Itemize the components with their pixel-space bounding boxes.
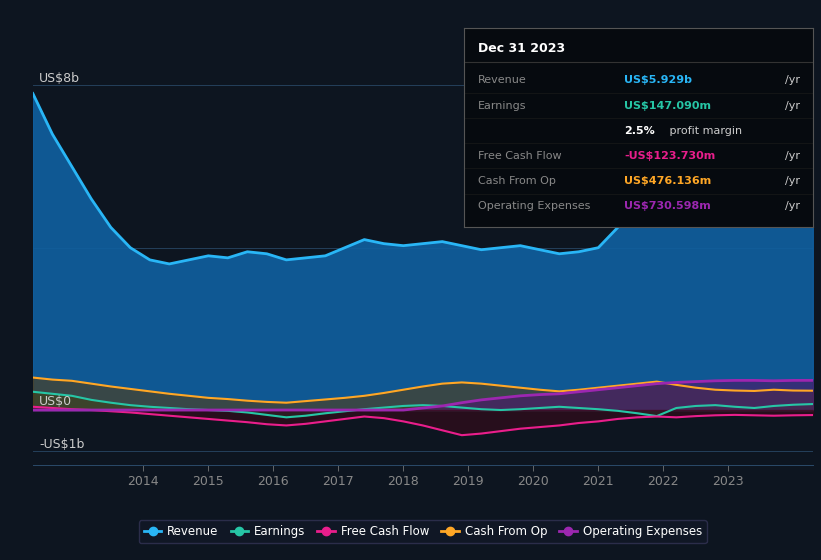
Text: US$476.136m: US$476.136m [624,176,712,186]
Text: US$730.598m: US$730.598m [624,201,711,211]
Text: /yr: /yr [785,201,800,211]
Text: Free Cash Flow: Free Cash Flow [478,151,562,161]
Text: profit margin: profit margin [667,125,742,136]
Text: US$147.090m: US$147.090m [624,101,711,110]
Text: 2.5%: 2.5% [624,125,655,136]
Text: Revenue: Revenue [478,76,526,85]
Text: US$0: US$0 [39,395,72,408]
Text: /yr: /yr [785,151,800,161]
Text: /yr: /yr [785,76,800,85]
Text: /yr: /yr [785,101,800,110]
Text: Dec 31 2023: Dec 31 2023 [478,42,565,55]
Text: US$5.929b: US$5.929b [624,76,692,85]
Text: US$8b: US$8b [39,72,80,85]
Text: Earnings: Earnings [478,101,526,110]
Text: -US$123.730m: -US$123.730m [624,151,716,161]
Text: /yr: /yr [785,176,800,186]
Text: Operating Expenses: Operating Expenses [478,201,590,211]
Text: Cash From Op: Cash From Op [478,176,556,186]
Text: -US$1b: -US$1b [39,437,85,451]
Legend: Revenue, Earnings, Free Cash Flow, Cash From Op, Operating Expenses: Revenue, Earnings, Free Cash Flow, Cash … [139,520,707,543]
